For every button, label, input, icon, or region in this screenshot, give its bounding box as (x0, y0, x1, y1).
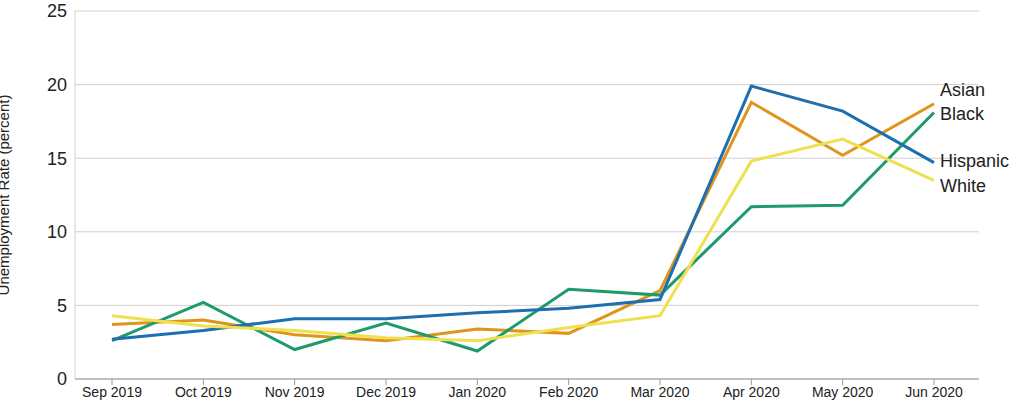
svg-text:25: 25 (47, 1, 67, 21)
svg-text:Black: Black (940, 104, 985, 124)
svg-text:5: 5 (57, 296, 67, 316)
svg-text:Nov 2019: Nov 2019 (265, 384, 325, 400)
svg-text:20: 20 (47, 75, 67, 95)
svg-text:Oct 2019: Oct 2019 (175, 384, 232, 400)
svg-text:Jun 2020: Jun 2020 (905, 384, 963, 400)
svg-text:May 2020: May 2020 (812, 384, 874, 400)
svg-text:White: White (940, 176, 986, 196)
svg-text:10: 10 (47, 222, 67, 242)
svg-text:15: 15 (47, 149, 67, 169)
svg-text:Sep 2019: Sep 2019 (82, 384, 142, 400)
svg-text:0: 0 (57, 369, 67, 389)
svg-text:Asian: Asian (940, 80, 985, 100)
svg-text:Unemployment Rate (percent): Unemployment Rate (percent) (8, 95, 12, 296)
svg-text:Apr 2020: Apr 2020 (723, 384, 780, 400)
svg-text:Hispanic: Hispanic (940, 151, 1009, 171)
svg-text:Mar 2020: Mar 2020 (630, 384, 689, 400)
svg-text:Dec 2019: Dec 2019 (356, 384, 416, 400)
svg-text:Jan 2020: Jan 2020 (449, 384, 507, 400)
svg-text:Feb 2020: Feb 2020 (539, 384, 598, 400)
